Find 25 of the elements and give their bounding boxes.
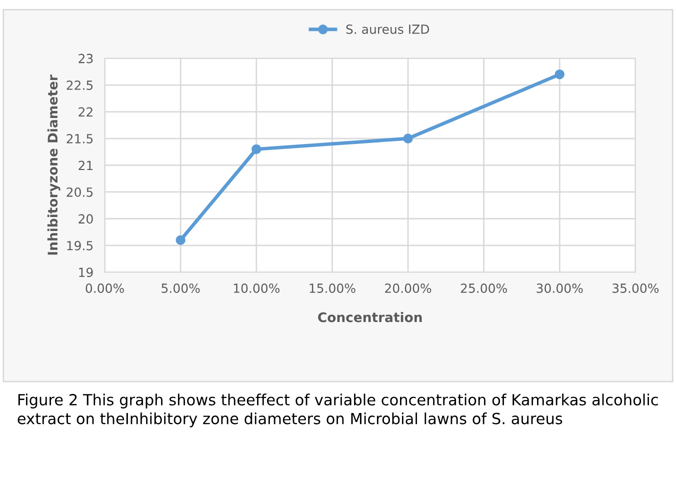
point xyxy=(176,235,186,245)
legend-label: S. aureus IZD xyxy=(346,24,430,34)
y-axis-title: Inhibitoryzone Diameter xyxy=(47,74,60,255)
y-tick-label: 22.5 xyxy=(66,80,93,90)
point xyxy=(252,144,262,154)
y-tick-label: 20.5 xyxy=(66,187,93,197)
x-axis-title: Concentration xyxy=(318,312,422,322)
y-tick-label: 19 xyxy=(79,268,93,278)
x-tick-label: 25.00% xyxy=(460,283,507,293)
x-tick-label: 20.00% xyxy=(385,283,432,293)
y-tick-label: 20 xyxy=(78,214,93,224)
y-tick-label: 23 xyxy=(78,54,93,64)
y-tick-label: 21.5 xyxy=(66,134,93,144)
x-tick-label: 0.00% xyxy=(86,283,124,293)
y-tick-label: 22 xyxy=(78,107,92,117)
x-tick-label: 30.00% xyxy=(536,283,583,293)
x-tick-label: 5.00% xyxy=(162,283,200,293)
point xyxy=(403,134,413,144)
x-tick-label: 15.00% xyxy=(310,283,356,293)
y-tick-label: 21 xyxy=(78,160,93,170)
x-tick-label: 35.00% xyxy=(612,283,659,293)
point xyxy=(554,69,564,80)
y-tick-label: 19.5 xyxy=(67,240,93,250)
caption: Figure 2 This graph shows theeffect of variable concentration of Kamarkas alcoholic extract on theInhibitory zone diameters on Microbial lawns of S. aureus xyxy=(18,394,658,428)
x-tick-label: 10.00% xyxy=(234,283,280,293)
